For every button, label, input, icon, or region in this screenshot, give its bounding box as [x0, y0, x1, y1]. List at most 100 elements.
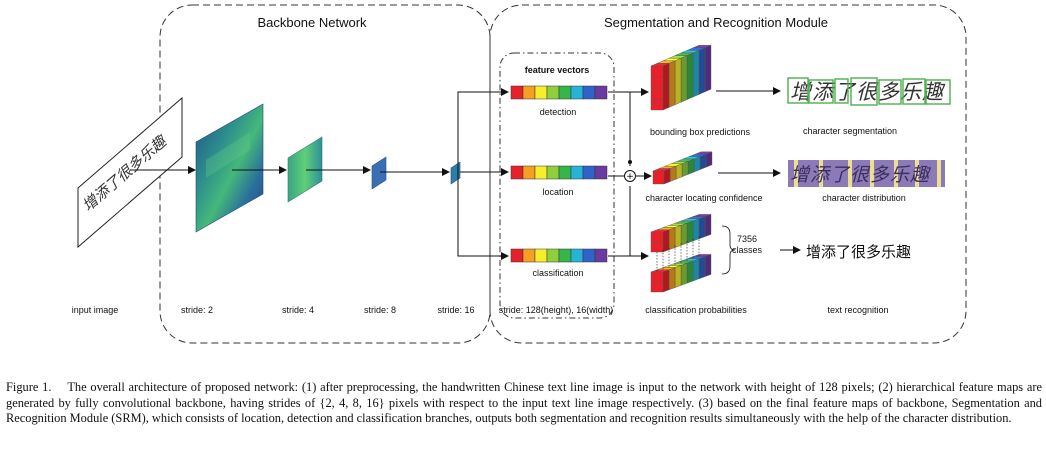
feature-map-stride-8: [371, 156, 387, 190]
vector-cell: [594, 165, 608, 180]
distribution-peak: [794, 160, 798, 187]
vector-cell: [522, 85, 536, 100]
character-distribution: 增添了很多乐趣: [788, 160, 945, 187]
stack-side: [662, 63, 670, 111]
stack-side: [704, 214, 712, 237]
stack-side: [663, 168, 671, 185]
feature-vectors-box: [499, 52, 615, 319]
text-recognition-label: text recognition: [827, 305, 888, 315]
vector-cell: [558, 248, 572, 263]
feature-map-stride-16: [450, 161, 461, 185]
stage-input-label: input image: [72, 305, 119, 315]
srm-arrows: [608, 87, 801, 260]
vector-cell: [546, 85, 560, 100]
vector-cell: [570, 248, 584, 263]
confidence-stack: [652, 151, 713, 185]
vector-cell: [510, 248, 524, 263]
vector-cell: [546, 165, 560, 180]
stack-side: [674, 265, 682, 288]
stack-side: [699, 153, 707, 170]
stack-side: [692, 50, 700, 98]
character-box: [850, 77, 878, 106]
detection-label: detection: [540, 107, 577, 117]
location-label: location: [542, 187, 573, 197]
stack-side: [681, 161, 689, 178]
stack-side: [698, 47, 706, 95]
stack-side: [698, 256, 706, 280]
stage-stride-16-label: stride: 16: [437, 305, 474, 315]
stack-side: [674, 225, 682, 248]
vector-cell: [558, 85, 572, 100]
character-box: [787, 77, 809, 104]
vector-cell: [510, 85, 524, 100]
distribution-peak: [870, 160, 874, 187]
classification-vector: [510, 248, 608, 263]
srm-box: [489, 4, 967, 344]
bounding-box-stack: [650, 44, 712, 111]
vector-cell: [582, 248, 596, 263]
input-image: 增添了很多乐趣: [77, 96, 183, 249]
character-box: [902, 78, 926, 105]
backbone-title: Backbone Network: [257, 15, 367, 30]
character-box: [808, 79, 834, 104]
stack-side: [675, 163, 683, 180]
segmentation-label: character segmentation: [803, 126, 897, 136]
stack-side: [686, 220, 694, 244]
stack-side: [662, 229, 670, 253]
distribution-text: 增添了很多乐趣: [790, 164, 932, 186]
character-box: [878, 79, 902, 105]
stack-side: [693, 156, 701, 173]
backbone-arrows: [130, 88, 509, 260]
stack-side: [704, 44, 712, 93]
stack-side: [686, 260, 694, 284]
stack-side: [680, 222, 688, 246]
character-box: [925, 79, 951, 105]
vector-cell: [534, 165, 548, 180]
stack-side: [668, 60, 676, 108]
vector-cell: [594, 248, 608, 263]
vector-cell: [582, 85, 596, 100]
detection-vector: [510, 85, 608, 100]
probabilities-label: classification probabilities: [645, 305, 747, 315]
svg-text:+: +: [626, 172, 634, 182]
classification-label: classification: [532, 268, 583, 278]
combine-node: +: [624, 170, 636, 182]
architecture-diagram: Backbone Network Segmentation and Recogn…: [72, 4, 967, 344]
distribution-peak: [848, 160, 852, 187]
classification-stack-lower: [650, 254, 712, 293]
distribution-peak: [819, 160, 823, 187]
distribution-peak: [915, 160, 919, 187]
feature-size-label: stride: 128(height), 16(width): [499, 305, 614, 315]
classification-stack: [650, 214, 712, 293]
segmentation-text: 增添了很多乐趣: [790, 80, 946, 104]
distribution-peak: [894, 160, 898, 187]
stack-side: [704, 254, 712, 277]
feature-vectors-title: feature vectors: [525, 65, 590, 75]
vector-cell: [534, 85, 548, 100]
character-segmentation: 增添了很多乐趣: [787, 77, 951, 106]
stack-side: [674, 57, 682, 106]
stack-side: [692, 258, 700, 282]
feature-map-stride-2: [195, 103, 264, 233]
distribution-label: character distribution: [822, 193, 906, 203]
stage-stride-8-label: stride: 8: [364, 305, 396, 315]
recognized-text: 增添了很多乐趣: [806, 243, 911, 261]
stack-side: [698, 216, 706, 240]
stack-side: [669, 165, 677, 182]
srm-title: Segmentation and Recognition Module: [604, 15, 828, 30]
stack-side: [692, 218, 700, 242]
vector-cell: [534, 248, 548, 263]
vector-cell: [582, 165, 596, 180]
vector-cell: [522, 248, 536, 263]
feature-map-stride-4: [287, 136, 323, 203]
vector-cell: [594, 85, 608, 100]
location-vector: [510, 165, 608, 180]
stack-side: [680, 262, 688, 286]
stack-side: [705, 151, 713, 168]
classes-word: classes: [732, 245, 763, 255]
character-box: [834, 78, 849, 104]
classes-count: 7356: [737, 234, 757, 244]
vector-cell: [510, 165, 524, 180]
distribution-peak: [937, 160, 941, 187]
classes-bracket: [721, 225, 736, 275]
